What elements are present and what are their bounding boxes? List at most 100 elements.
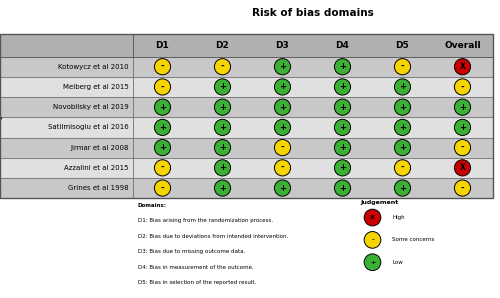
- Bar: [132, 77, 492, 97]
- Ellipse shape: [154, 160, 170, 176]
- Ellipse shape: [334, 59, 350, 75]
- Text: +: +: [279, 184, 286, 193]
- Text: +: +: [219, 163, 226, 172]
- Ellipse shape: [214, 119, 230, 136]
- Ellipse shape: [274, 59, 290, 75]
- Text: D5: D5: [396, 41, 409, 50]
- Ellipse shape: [364, 209, 381, 226]
- Ellipse shape: [394, 160, 410, 176]
- Text: +: +: [219, 103, 226, 112]
- Text: +: +: [339, 103, 346, 112]
- Ellipse shape: [334, 119, 350, 136]
- Text: X: X: [370, 215, 375, 220]
- Ellipse shape: [454, 99, 470, 115]
- Text: X: X: [460, 62, 466, 71]
- Bar: [0, 34, 492, 198]
- Text: +: +: [399, 123, 406, 132]
- Text: +: +: [279, 123, 286, 132]
- Text: High: High: [392, 215, 405, 220]
- Text: +: +: [459, 103, 466, 112]
- Bar: [0, 57, 132, 77]
- Text: +: +: [399, 103, 406, 112]
- Text: D1: Bias arising from the randomization process.: D1: Bias arising from the randomization …: [138, 218, 272, 223]
- Text: +: +: [459, 123, 466, 132]
- Text: +: +: [339, 143, 346, 152]
- Text: Satilmisoglu et al 2016: Satilmisoglu et al 2016: [48, 124, 128, 131]
- Text: +: +: [219, 184, 226, 193]
- Ellipse shape: [454, 180, 470, 196]
- Ellipse shape: [214, 79, 230, 95]
- Ellipse shape: [154, 59, 170, 75]
- Text: +: +: [339, 163, 346, 172]
- Ellipse shape: [364, 254, 381, 271]
- Text: -: -: [280, 163, 284, 172]
- Text: +: +: [159, 123, 166, 132]
- Ellipse shape: [454, 79, 470, 95]
- Bar: [132, 117, 492, 137]
- Text: +: +: [339, 184, 346, 193]
- Text: -: -: [160, 62, 164, 71]
- Ellipse shape: [334, 79, 350, 95]
- Text: D4: D4: [336, 41, 349, 50]
- Text: -: -: [160, 184, 164, 193]
- Bar: [0, 178, 132, 198]
- Text: Grines et al 1998: Grines et al 1998: [68, 185, 128, 191]
- Bar: [132, 57, 492, 77]
- Ellipse shape: [454, 59, 470, 75]
- Ellipse shape: [334, 139, 350, 156]
- Ellipse shape: [274, 99, 290, 115]
- Text: +: +: [339, 123, 346, 132]
- Text: Kotowycz et al 2010: Kotowycz et al 2010: [58, 64, 128, 70]
- Text: -: -: [460, 184, 464, 193]
- Text: Low: Low: [392, 260, 403, 265]
- Ellipse shape: [154, 180, 170, 196]
- Bar: [0, 97, 132, 117]
- Ellipse shape: [154, 79, 170, 95]
- Ellipse shape: [334, 99, 350, 115]
- Text: +: +: [399, 83, 406, 91]
- Ellipse shape: [364, 232, 381, 248]
- Text: Domains:: Domains:: [138, 203, 166, 208]
- Bar: [0, 158, 132, 178]
- Ellipse shape: [394, 139, 410, 156]
- Ellipse shape: [274, 79, 290, 95]
- Text: -: -: [460, 83, 464, 91]
- Text: +: +: [399, 143, 406, 152]
- Text: +: +: [339, 83, 346, 91]
- Ellipse shape: [454, 139, 470, 156]
- Ellipse shape: [214, 139, 230, 156]
- Text: Overall: Overall: [444, 41, 481, 50]
- Text: D3: D3: [276, 41, 289, 50]
- Text: Azzalini et al 2015: Azzalini et al 2015: [64, 165, 128, 171]
- Ellipse shape: [274, 119, 290, 136]
- Ellipse shape: [394, 119, 410, 136]
- Bar: [0, 34, 132, 57]
- Ellipse shape: [454, 160, 470, 176]
- Ellipse shape: [154, 119, 170, 136]
- Text: +: +: [279, 103, 286, 112]
- Ellipse shape: [274, 180, 290, 196]
- Text: -: -: [160, 83, 164, 91]
- Text: D1: D1: [156, 41, 170, 50]
- Text: -: -: [400, 163, 404, 172]
- Text: +: +: [219, 83, 226, 91]
- Text: +: +: [219, 143, 226, 152]
- Text: +: +: [399, 184, 406, 193]
- Ellipse shape: [394, 79, 410, 95]
- Ellipse shape: [394, 59, 410, 75]
- Text: +: +: [159, 143, 166, 152]
- Ellipse shape: [214, 59, 230, 75]
- Text: +: +: [219, 123, 226, 132]
- Ellipse shape: [154, 99, 170, 115]
- Bar: [0, 77, 132, 97]
- Text: +: +: [370, 260, 375, 265]
- Text: D4: Bias in measurement of the outcome.: D4: Bias in measurement of the outcome.: [138, 265, 254, 270]
- Ellipse shape: [214, 160, 230, 176]
- Text: D3: Bias due to missing outcome data.: D3: Bias due to missing outcome data.: [138, 249, 245, 254]
- Text: +: +: [159, 103, 166, 112]
- Text: -: -: [280, 143, 284, 152]
- Bar: [132, 158, 492, 178]
- Text: Study: Study: [0, 113, 2, 142]
- Bar: [0, 117, 132, 137]
- Text: -: -: [460, 143, 464, 152]
